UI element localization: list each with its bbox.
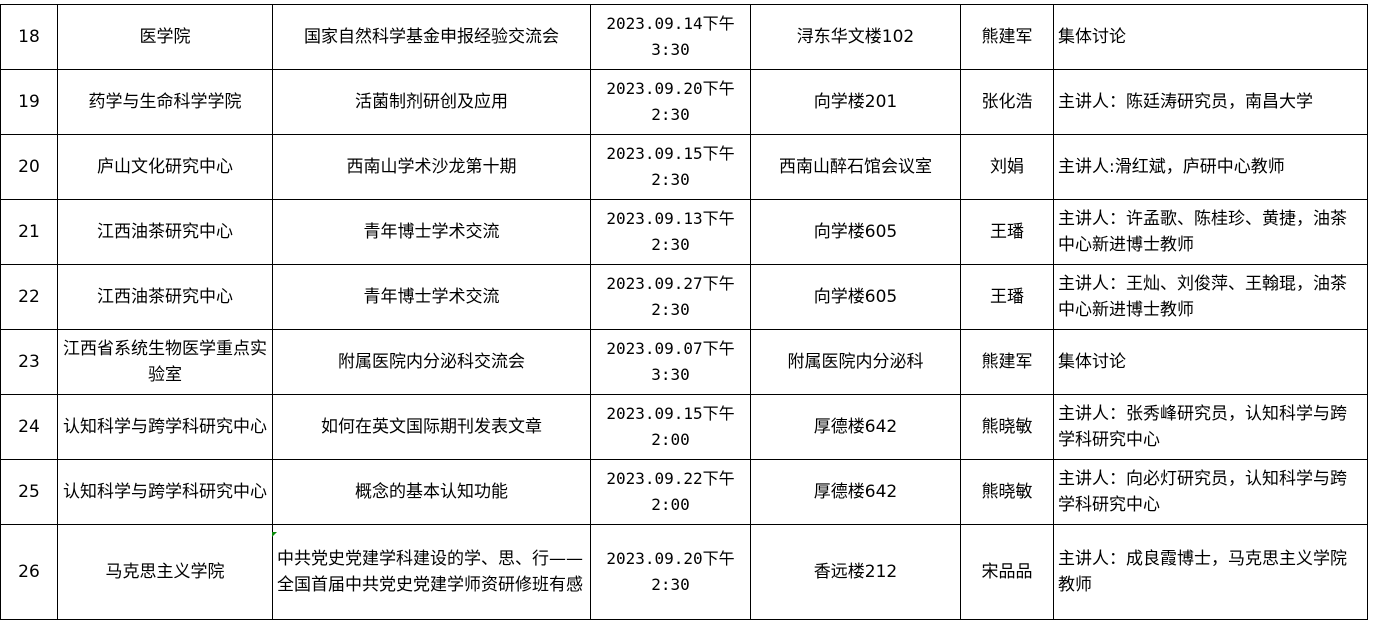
place-cell[interactable]: 香远楼212: [750, 524, 961, 620]
unit-cell[interactable]: 药学与生命科学学院: [57, 69, 273, 135]
time-cell[interactable]: 2023.09.15下午2:00: [590, 394, 751, 460]
unit-cell[interactable]: 医学院: [57, 4, 273, 70]
contact-cell[interactable]: 宋品品: [960, 524, 1054, 620]
time-cell[interactable]: 2023.09.27下午2:30: [590, 264, 751, 330]
note-cell[interactable]: 主讲人：王灿、刘俊萍、王翰琨，油茶中心新进博士教师: [1053, 264, 1368, 330]
note-cell[interactable]: 主讲人：陈廷涛研究员，南昌大学: [1053, 69, 1368, 135]
unit-cell[interactable]: 认知科学与跨学科研究中心: [57, 394, 273, 460]
title-cell[interactable]: 如何在英文国际期刊发表文章: [272, 394, 591, 460]
unit-cell[interactable]: 江西油茶研究中心: [57, 264, 273, 330]
title-cell[interactable]: 中共党史党建学科建设的学、思、行——全国首届中共党史党建学师资研修班有感: [272, 524, 591, 620]
title-cell[interactable]: 概念的基本认知功能: [272, 459, 591, 525]
time-cell[interactable]: 2023.09.13下午2:30: [590, 199, 751, 265]
row-number-cell[interactable]: 19: [0, 69, 58, 135]
row-number-cell[interactable]: 24: [0, 394, 58, 460]
title-cell[interactable]: 青年博士学术交流: [272, 199, 591, 265]
row-number-cell[interactable]: 26: [0, 524, 58, 620]
title-cell[interactable]: 国家自然科学基金申报经验交流会: [272, 4, 591, 70]
table-row: 20 庐山文化研究中心 西南山学术沙龙第十期 2023.09.15下午2:30 西南山醉…: [0, 134, 1368, 200]
table-row: 26 马克思主义学院 中共党史党建学科建设的学、思、行——全国首届中共党史党建学师资…: [0, 524, 1368, 620]
time-cell[interactable]: 2023.09.22下午2:00: [590, 459, 751, 525]
note-cell[interactable]: 集体讨论: [1053, 4, 1368, 70]
note-cell[interactable]: 集体讨论: [1053, 329, 1368, 395]
place-cell[interactable]: 向学楼605: [750, 264, 961, 330]
spreadsheet-table: 18 医学院 国家自然科学基金申报经验交流会 2023.09.14下午3:30 浔东华文…: [0, 4, 1368, 620]
place-cell[interactable]: 西南山醉石馆会议室: [750, 134, 961, 200]
title-cell[interactable]: 青年博士学术交流: [272, 264, 591, 330]
time-cell[interactable]: 2023.09.20下午2:30: [590, 524, 751, 620]
table-row: 18 医学院 国家自然科学基金申报经验交流会 2023.09.14下午3:30 浔东华文…: [0, 4, 1368, 70]
comment-indicator-icon: [272, 532, 277, 537]
row-number-cell[interactable]: 25: [0, 459, 58, 525]
note-cell[interactable]: 主讲人：成良霞博士，马克思主义学院教师: [1053, 524, 1368, 620]
note-cell[interactable]: 主讲人:滑红斌，庐研中心教师: [1053, 134, 1368, 200]
unit-cell[interactable]: 庐山文化研究中心: [57, 134, 273, 200]
note-cell[interactable]: 主讲人：许孟歌、陈桂珍、黄捷，油茶中心新进博士教师: [1053, 199, 1368, 265]
table-row: 24 认知科学与跨学科研究中心 如何在英文国际期刊发表文章 2023.09.15下午2…: [0, 394, 1368, 460]
unit-cell[interactable]: 认知科学与跨学科研究中心: [57, 459, 273, 525]
place-cell[interactable]: 附属医院内分泌科: [750, 329, 961, 395]
contact-cell[interactable]: 熊晓敏: [960, 394, 1054, 460]
table-row: 19 药学与生命科学学院 活菌制剂研创及应用 2023.09.20下午2:30 向学楼2…: [0, 69, 1368, 135]
unit-cell[interactable]: 江西油茶研究中心: [57, 199, 273, 265]
time-cell[interactable]: 2023.09.14下午3:30: [590, 4, 751, 70]
contact-cell[interactable]: 熊建军: [960, 4, 1054, 70]
contact-cell[interactable]: 张化浩: [960, 69, 1054, 135]
row-number-cell[interactable]: 20: [0, 134, 58, 200]
unit-cell[interactable]: 江西省系统生物医学重点实验室: [57, 329, 273, 395]
table-row: 25 认知科学与跨学科研究中心 概念的基本认知功能 2023.09.22下午2:00 厚…: [0, 459, 1368, 525]
time-cell[interactable]: 2023.09.07下午3:30: [590, 329, 751, 395]
place-cell[interactable]: 厚德楼642: [750, 459, 961, 525]
place-cell[interactable]: 厚德楼642: [750, 394, 961, 460]
title-cell[interactable]: 附属医院内分泌科交流会: [272, 329, 591, 395]
time-cell[interactable]: 2023.09.15下午2:30: [590, 134, 751, 200]
contact-cell[interactable]: 刘娟: [960, 134, 1054, 200]
place-cell[interactable]: 向学楼201: [750, 69, 961, 135]
table-row: 22 江西油茶研究中心 青年博士学术交流 2023.09.27下午2:30 向学楼605…: [0, 264, 1368, 330]
place-cell[interactable]: 浔东华文楼102: [750, 4, 961, 70]
time-cell[interactable]: 2023.09.20下午2:30: [590, 69, 751, 135]
title-cell[interactable]: 活菌制剂研创及应用: [272, 69, 591, 135]
row-number-cell[interactable]: 21: [0, 199, 58, 265]
row-number-cell[interactable]: 18: [0, 4, 58, 70]
title-cell[interactable]: 西南山学术沙龙第十期: [272, 134, 591, 200]
table-row: 23 江西省系统生物医学重点实验室 附属医院内分泌科交流会 2023.09.07下午3…: [0, 329, 1368, 395]
contact-cell[interactable]: 熊建军: [960, 329, 1054, 395]
place-cell[interactable]: 向学楼605: [750, 199, 961, 265]
unit-cell[interactable]: 马克思主义学院: [57, 524, 273, 620]
contact-cell[interactable]: 王璠: [960, 199, 1054, 265]
contact-cell[interactable]: 王璠: [960, 264, 1054, 330]
contact-cell[interactable]: 熊晓敏: [960, 459, 1054, 525]
note-cell[interactable]: 主讲人：向必灯研究员，认知科学与跨学科研究中心: [1053, 459, 1368, 525]
row-number-cell[interactable]: 23: [0, 329, 58, 395]
table-row: 21 江西油茶研究中心 青年博士学术交流 2023.09.13下午2:30 向学楼605…: [0, 199, 1368, 265]
row-number-cell[interactable]: 22: [0, 264, 58, 330]
note-cell[interactable]: 主讲人：张秀峰研究员，认知科学与跨学科研究中心: [1053, 394, 1368, 460]
